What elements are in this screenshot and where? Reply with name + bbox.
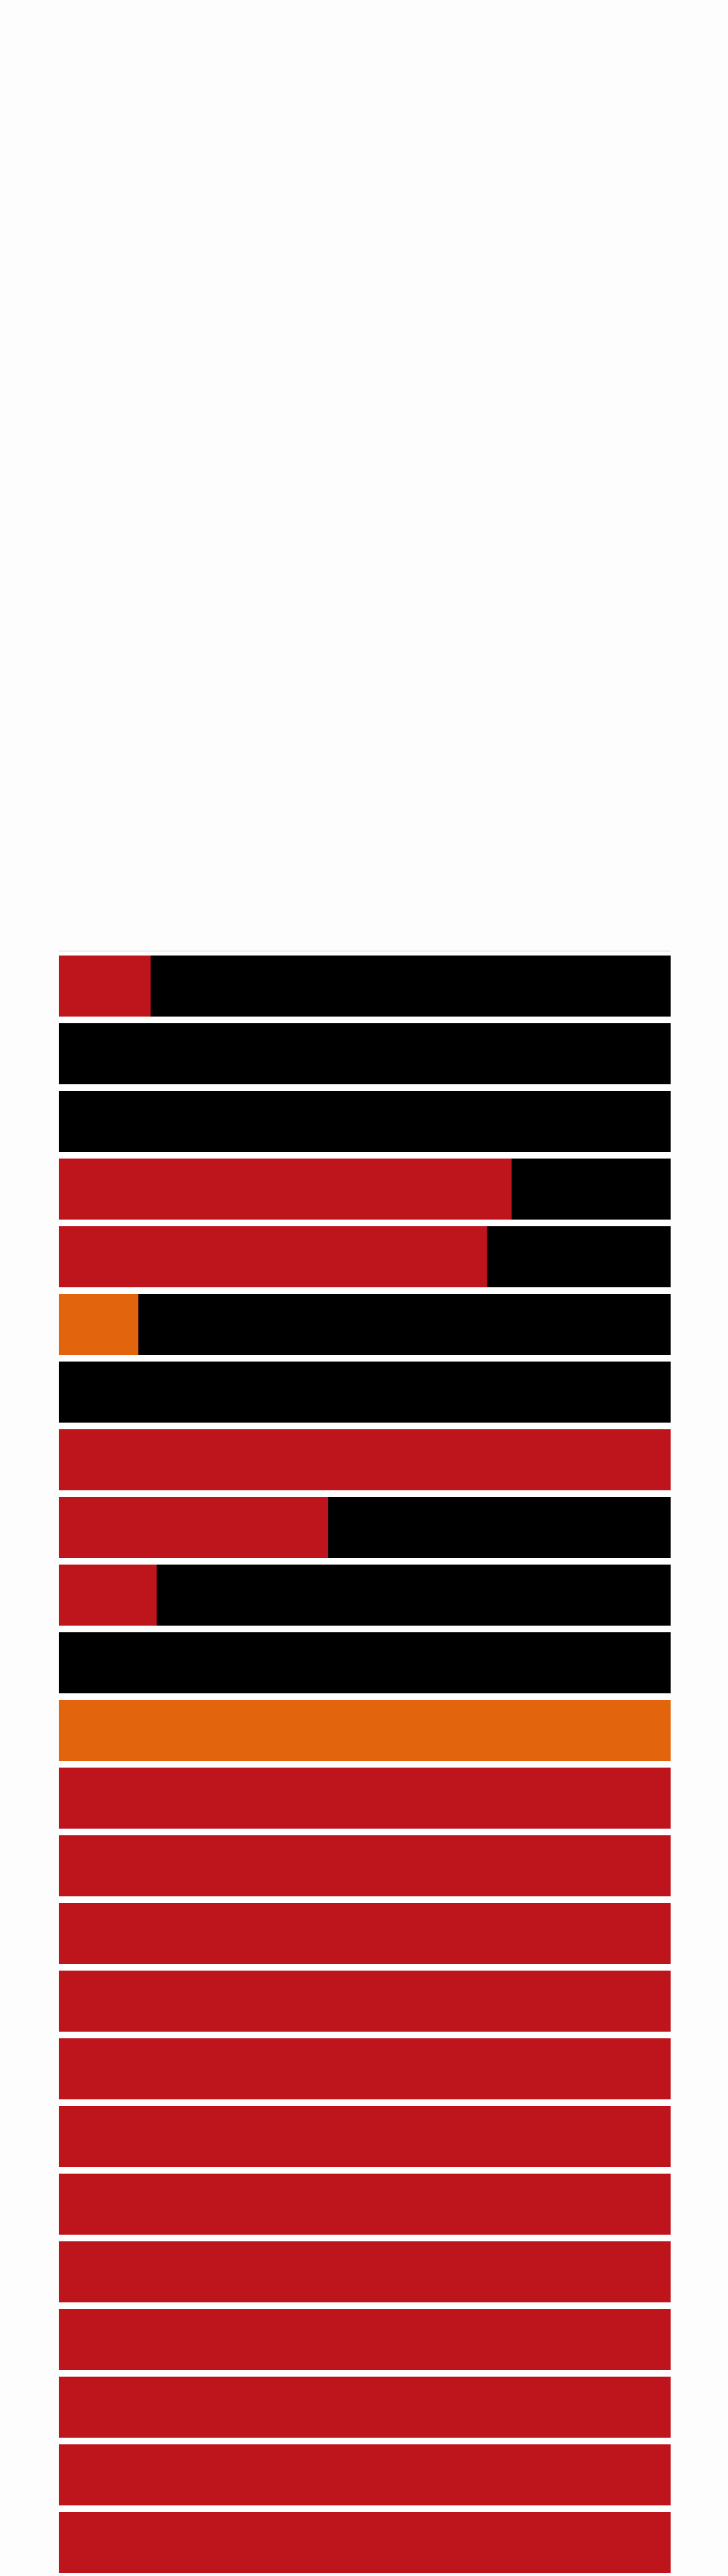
bar-13: [59, 1768, 671, 1829]
bar-9: [59, 1497, 329, 1558]
bar-14: [59, 1835, 671, 1896]
bar-17: [59, 2038, 671, 2099]
bar-15: [59, 1903, 671, 1964]
bar-21: [59, 2309, 671, 2370]
bar-track-3: [59, 1091, 671, 1152]
bar-12: [59, 1700, 671, 1761]
bar-20: [59, 2241, 671, 2302]
bar-track-1: [59, 956, 671, 1017]
bar-16: [59, 1971, 671, 2032]
bar-track-2: [59, 1023, 671, 1084]
bar-track-7: [59, 1362, 671, 1423]
bar-1: [59, 956, 151, 1017]
bar-5: [59, 1226, 488, 1287]
bar-23: [59, 2444, 671, 2505]
bar-track-11: [59, 1632, 671, 1693]
bar-track-10: [59, 1565, 671, 1626]
bar-chart: [59, 956, 671, 2573]
bar-4: [59, 1159, 512, 1220]
bar-track-6: [59, 1294, 671, 1355]
chart-area: [59, 950, 671, 2575]
bar-8: [59, 1429, 671, 1490]
bar-24: [59, 2512, 671, 2573]
bar-19: [59, 2174, 671, 2235]
bar-22: [59, 2377, 671, 2438]
bar-10: [59, 1565, 157, 1626]
bar-6: [59, 1294, 139, 1355]
bar-18: [59, 2106, 671, 2167]
